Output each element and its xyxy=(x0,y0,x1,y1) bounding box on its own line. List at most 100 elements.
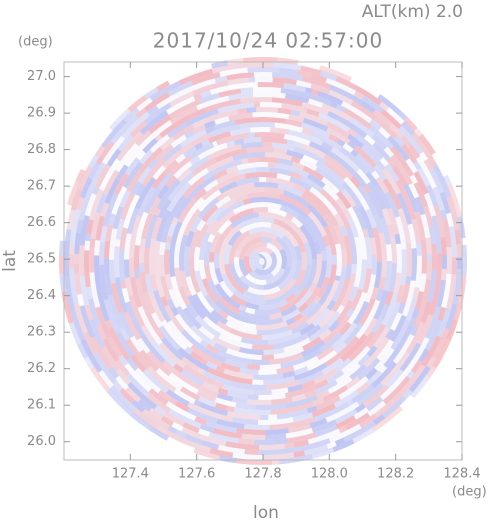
radar-cell xyxy=(346,228,357,265)
radar-cell xyxy=(90,211,101,240)
radar-cell xyxy=(292,288,301,297)
radar-cell xyxy=(321,141,334,152)
radar-cell xyxy=(206,156,234,173)
radar-cell xyxy=(224,263,246,295)
radar-cell xyxy=(243,57,278,63)
radar-cell xyxy=(240,337,269,345)
radar-cell xyxy=(428,226,437,245)
radar-cell xyxy=(142,137,158,154)
radar-cell xyxy=(294,438,331,453)
radar-cell xyxy=(394,233,401,245)
radar-cell xyxy=(73,302,88,334)
radar-cell xyxy=(137,398,152,412)
radar-cell xyxy=(114,277,129,314)
radar-cell xyxy=(136,150,146,161)
radar-cell xyxy=(232,152,266,162)
radar-cell xyxy=(416,314,434,345)
radar-cell xyxy=(257,253,267,270)
radar-cell xyxy=(306,324,322,338)
radar-cell xyxy=(214,148,248,163)
radar-cell xyxy=(79,276,90,306)
radar-cell xyxy=(259,177,267,183)
radar-cell xyxy=(255,320,288,330)
radar-cell xyxy=(293,366,309,376)
radar-cell xyxy=(204,98,241,113)
radar-cell xyxy=(212,140,218,147)
y-tick-label: 26.4 xyxy=(27,288,56,303)
radar-cell xyxy=(88,154,100,168)
radar-cell xyxy=(390,154,413,186)
radar-cell xyxy=(399,342,422,372)
radar-cell xyxy=(217,102,254,114)
radar-cell xyxy=(253,182,279,189)
radar-cell xyxy=(230,293,247,307)
radar-cell xyxy=(107,294,124,330)
radar-cell xyxy=(436,307,452,338)
radar-cell xyxy=(318,283,334,305)
radar-cell xyxy=(171,421,184,432)
radar-cell xyxy=(358,298,376,326)
radar-cell xyxy=(184,346,193,355)
radar-cell xyxy=(192,80,229,96)
radar-cell xyxy=(386,207,400,235)
radar-cell xyxy=(303,188,332,216)
radar-cell xyxy=(59,273,67,293)
radar-cell xyxy=(125,338,151,370)
radar-cell xyxy=(290,155,301,164)
y-axis-label: lat xyxy=(0,250,20,272)
radar-cell xyxy=(105,319,113,330)
radar-cell xyxy=(425,365,437,379)
radar-cell xyxy=(228,187,265,200)
radar-cell xyxy=(347,140,357,150)
radar-cell xyxy=(333,369,345,380)
radar-cell xyxy=(366,181,387,211)
radar-cell xyxy=(251,359,270,365)
radar-cell xyxy=(102,169,120,196)
radar-cell xyxy=(149,134,170,153)
radar-cell xyxy=(167,425,178,434)
radar-cell xyxy=(232,417,259,425)
radar-cell xyxy=(127,381,158,410)
radar-cell xyxy=(378,276,386,290)
radar-cell xyxy=(146,392,171,413)
radar-cell xyxy=(383,146,395,158)
radar-cell xyxy=(351,264,357,274)
radar-cell xyxy=(287,432,317,444)
radar-cell xyxy=(335,115,368,139)
radar-cell xyxy=(331,267,347,303)
radar-cell xyxy=(214,299,249,324)
radar-cell xyxy=(322,428,341,440)
radar-cell xyxy=(140,333,166,364)
radar-cell xyxy=(196,389,217,402)
radar-cell xyxy=(218,181,238,194)
radar-cell xyxy=(289,176,313,191)
radar-cell xyxy=(151,340,177,368)
radar-cell xyxy=(363,185,372,194)
radar-cell xyxy=(267,331,302,345)
radar-cell xyxy=(396,351,411,368)
radar-cell xyxy=(366,396,384,412)
radar-cell xyxy=(83,250,90,273)
radar-cell xyxy=(149,80,181,102)
radar-cell xyxy=(115,164,129,181)
radar-cell xyxy=(148,425,170,441)
radar-cell xyxy=(132,215,142,230)
radar-cell xyxy=(363,317,378,337)
radar-cell xyxy=(148,388,169,406)
radar-cell xyxy=(125,372,150,397)
radar-cell xyxy=(347,291,368,325)
radar-cell xyxy=(123,113,134,123)
radar-cell xyxy=(238,217,275,229)
radar-cell xyxy=(328,319,341,333)
radar-cell xyxy=(242,322,257,330)
radar-cell xyxy=(196,291,215,314)
radar-cell xyxy=(414,211,426,241)
radar-cell xyxy=(209,231,222,253)
radar-cell xyxy=(247,363,260,370)
radar-cell xyxy=(269,419,307,430)
radar-cell xyxy=(343,176,356,190)
radar-cell xyxy=(299,143,326,159)
radar-cell xyxy=(364,274,377,303)
radar-cell xyxy=(145,311,165,340)
radar-cell xyxy=(137,186,156,217)
